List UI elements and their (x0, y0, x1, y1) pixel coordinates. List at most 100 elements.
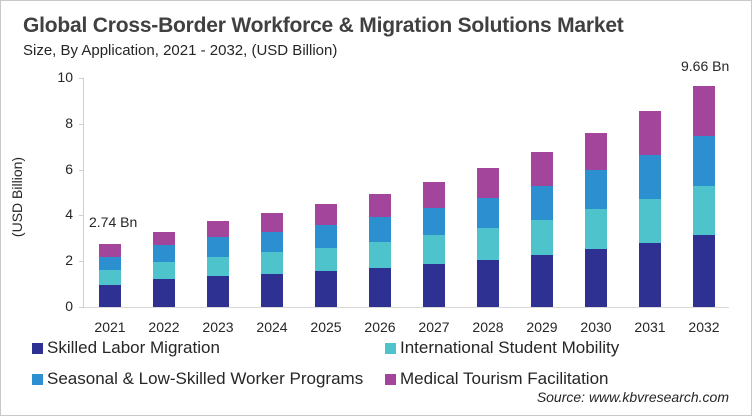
bar-segment (99, 285, 121, 307)
bar-segment (315, 225, 337, 248)
bar-segment (153, 279, 175, 307)
x-tick-label: 2026 (364, 319, 396, 335)
bar-segment (99, 244, 121, 257)
legend-item-medical-tourism: Medical Tourism Facilitation (385, 369, 608, 389)
bar-segment (369, 216, 391, 242)
bar-2030 (585, 133, 607, 307)
bar-segment (531, 186, 553, 220)
y-tick-label: 2 (65, 252, 73, 269)
bar-segment (423, 182, 445, 208)
x-tick-label: 2024 (256, 319, 288, 335)
x-tick-label: 2031 (634, 319, 666, 335)
bar-2026 (369, 194, 391, 307)
bar-2023 (207, 220, 229, 307)
bar-segment (693, 185, 715, 236)
bar-segment (207, 220, 229, 238)
bar-segment (477, 168, 499, 198)
bar-segment (639, 111, 661, 156)
y-tick-label: 4 (65, 206, 73, 223)
legend-label: International Student Mobility (400, 338, 620, 357)
bar-segment (369, 194, 391, 217)
bar-2022 (153, 231, 175, 307)
bar-segment (585, 133, 607, 171)
bar-2021 (99, 244, 121, 307)
legend-label: Medical Tourism Facilitation (400, 369, 609, 388)
bar-segment (477, 197, 499, 229)
bar-segment (639, 198, 661, 244)
x-tick-label: 2032 (688, 319, 720, 335)
bar-segment (423, 207, 445, 236)
bar-segment (99, 256, 121, 271)
bar-segment (99, 270, 121, 286)
y-tick-label: 6 (65, 160, 73, 177)
bar-2031 (639, 111, 661, 307)
bar-2024 (261, 213, 283, 307)
bar-segment (639, 243, 661, 307)
data-label: 2.74 Bn (89, 214, 138, 231)
x-tick-label: 2022 (148, 319, 180, 335)
bar-segment (261, 274, 283, 307)
bar-segment (531, 255, 553, 307)
bar-segment (153, 245, 175, 262)
y-tick-mark (79, 261, 84, 263)
x-axis-line (83, 307, 729, 308)
bar-segment (693, 235, 715, 307)
y-tick-mark (79, 78, 84, 79)
y-tick-mark (79, 215, 84, 217)
legend-swatch-icon (32, 373, 43, 385)
legend-item-skilled-labor: Skilled Labor Migration (32, 338, 220, 358)
bar-2027 (423, 182, 445, 307)
y-tick-label: 10 (57, 69, 73, 85)
x-tick-label: 2025 (310, 319, 342, 335)
bar-segment (261, 231, 283, 253)
bar-2028 (477, 168, 499, 307)
y-tick-label: 0 (65, 298, 73, 314)
bar-segment (315, 271, 337, 307)
bar-segment (369, 267, 391, 307)
bar-segment (693, 85, 715, 136)
legend-item-student-mobility: International Student Mobility (385, 338, 619, 358)
bar-segment (477, 228, 499, 261)
y-tick-mark (79, 123, 84, 125)
bar-segment (261, 252, 283, 275)
y-tick-mark (79, 169, 84, 171)
legend-label: Skilled Labor Migration (47, 338, 220, 357)
bar-segment (585, 209, 607, 250)
chart-title: Global Cross-Border Workforce & Migratio… (23, 14, 624, 37)
bar-segment (531, 151, 553, 187)
legend-swatch-icon (385, 373, 396, 385)
x-tick-label: 2023 (202, 319, 234, 335)
bar-segment (153, 231, 175, 246)
bar-segment (261, 213, 283, 232)
bar-2029 (531, 151, 553, 307)
y-tick-label: 8 (65, 114, 73, 131)
source-note: Source: www.kbvresearch.com (536, 389, 729, 405)
legend-item-seasonal-workers: Seasonal & Low-Skilled Worker Programs (32, 369, 363, 389)
bar-segment (207, 256, 229, 277)
bar-segment (531, 219, 553, 256)
chart-subtitle: Size, By Application, 2021 - 2032, (USD … (23, 42, 338, 59)
x-tick-label: 2028 (472, 319, 504, 335)
x-tick-label: 2029 (526, 319, 558, 335)
bar-segment (423, 235, 445, 265)
legend-swatch-icon (385, 342, 396, 354)
y-axis-line (83, 78, 84, 307)
bar-segment (693, 135, 715, 186)
y-axis-label: (USD Billion) (9, 156, 25, 238)
bar-2032 (693, 85, 715, 307)
bar-2025 (315, 204, 337, 307)
x-tick-label: 2021 (94, 319, 126, 335)
bar-segment (207, 276, 229, 307)
bar-segment (315, 204, 337, 226)
x-tick-label: 2030 (580, 319, 612, 335)
bar-segment (423, 264, 445, 307)
y-tick-mark (79, 307, 84, 308)
bar-segment (153, 261, 175, 280)
data-label: 9.66 Bn (681, 57, 730, 74)
legend-label: Seasonal & Low-Skilled Worker Programs (47, 369, 364, 388)
bar-segment (315, 247, 337, 272)
x-tick-label: 2027 (418, 319, 450, 335)
bar-segment (639, 155, 661, 199)
legend-swatch-icon (32, 342, 43, 354)
